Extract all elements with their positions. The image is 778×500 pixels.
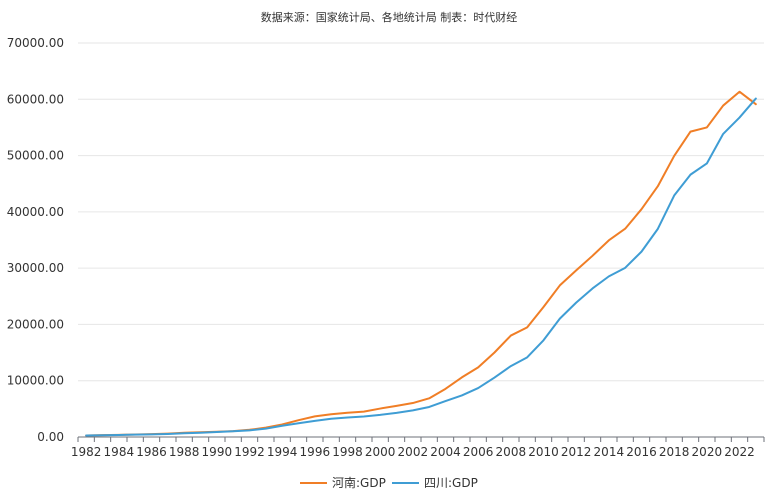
x-tick-label: 2008	[496, 445, 527, 459]
y-tick-label: 40000.00	[7, 205, 64, 219]
x-tick-label: 2012	[561, 445, 592, 459]
x-tick-label: 2018	[659, 445, 690, 459]
y-tick-label: 0.00	[37, 430, 64, 444]
x-tick-label: 1988	[169, 445, 200, 459]
x-tick-label: 2014	[594, 445, 625, 459]
x-tick-label: 1984	[104, 445, 135, 459]
x-tick-label: 2004	[430, 445, 461, 459]
legend-label-2: 四川:GDP	[424, 476, 478, 490]
x-tick-label: 1994	[267, 445, 298, 459]
x-tick-label: 1982	[71, 445, 102, 459]
x-tick-label: 2000	[365, 445, 396, 459]
chart-title: 数据来源：国家统计局、各地统计局 制表：时代财经	[260, 11, 518, 24]
legend-label-1: 河南:GDP	[332, 475, 386, 490]
x-tick-label: 1996	[300, 445, 331, 459]
x-tick-label: 2006	[463, 445, 494, 459]
x-tick-label: 1990	[202, 445, 233, 459]
y-tick-label: 20000.00	[7, 317, 64, 331]
x-tick-label: 2010	[528, 445, 559, 459]
y-tick-label: 60000.00	[7, 92, 64, 106]
y-tick-label: 70000.00	[7, 36, 64, 50]
x-tick-label: 2020	[692, 445, 723, 459]
x-tick-label: 1986	[136, 445, 167, 459]
x-tick-label: 1992	[234, 445, 265, 459]
series-line-2	[85, 97, 757, 437]
x-tick-label: 2016	[626, 445, 657, 459]
x-tick-label: 2002	[398, 445, 429, 459]
y-tick-label: 10000.00	[7, 374, 64, 388]
y-tick-label: 50000.00	[7, 149, 64, 163]
y-tick-label: 30000.00	[7, 261, 64, 275]
x-tick-label: 1998	[332, 445, 363, 459]
series-line-1	[85, 90, 757, 437]
x-tick-label: 2022	[724, 445, 755, 459]
